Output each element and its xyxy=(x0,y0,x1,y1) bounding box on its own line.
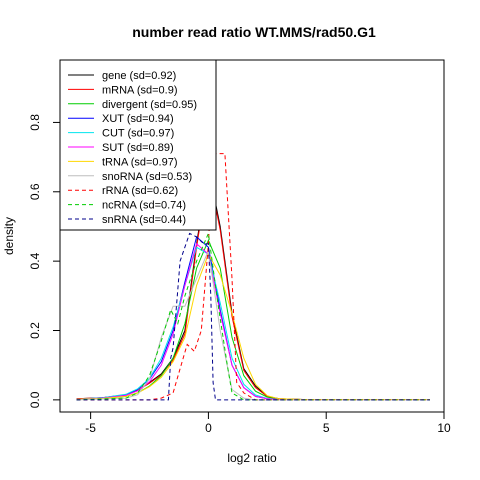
legend-label-9: ncRNA (sd=0.74) xyxy=(102,200,186,212)
legend: gene (sd=0.92) mRNA (sd=0.9) divergent (sd… xyxy=(59,59,217,231)
x-tick-label: 0 xyxy=(205,421,212,435)
series-line-2 xyxy=(76,239,430,400)
legend-label-8: rRNA (sd=0.62) xyxy=(102,185,178,197)
x-axis-label: log2 ratio xyxy=(227,451,277,465)
chart-title: number read ratio WT.MMS/rad50.G1 xyxy=(132,24,376,40)
x-tick-label: 10 xyxy=(437,421,451,435)
y-tick-label: 0.2 xyxy=(28,322,42,339)
series-line-7 xyxy=(76,248,430,401)
legend-label-7: snoRNA (sd=0.53) xyxy=(102,171,192,183)
legend-label-0: gene (sd=0.92) xyxy=(102,70,176,82)
legend-label-5: SUT (sd=0.89) xyxy=(102,142,174,154)
series-line-5 xyxy=(76,242,430,400)
y-axis-label: density xyxy=(2,217,16,255)
legend-label-10: snRNA (sd=0.44) xyxy=(102,214,186,226)
y-tick-label: 0.0 xyxy=(28,391,42,408)
y-tick-label: 0.4 xyxy=(28,252,42,269)
legend-label-6: tRNA (sd=0.97) xyxy=(102,156,178,168)
x-axis: -5 0 5 10 xyxy=(85,411,451,435)
series-line-10 xyxy=(76,232,430,401)
series-line-3 xyxy=(76,235,430,400)
y-tick-label: 0.8 xyxy=(28,114,42,131)
x-tick-label: 5 xyxy=(323,421,330,435)
series-line-9 xyxy=(76,231,430,401)
series-line-4 xyxy=(76,246,430,400)
legend-box xyxy=(59,59,217,231)
legend-label-3: XUT (sd=0.94) xyxy=(102,113,174,125)
series-layer xyxy=(76,153,430,401)
legend-label-1: mRNA (sd=0.9) xyxy=(102,84,178,96)
series-line-6 xyxy=(76,253,430,400)
legend-label-4: CUT (sd=0.97) xyxy=(102,128,174,140)
y-axis: 0.0 0.2 0.4 0.6 0.8 xyxy=(28,114,61,408)
y-tick-label: 0.6 xyxy=(28,183,42,200)
x-tick-label: -5 xyxy=(85,421,96,435)
legend-label-2: divergent (sd=0.95) xyxy=(102,99,197,111)
